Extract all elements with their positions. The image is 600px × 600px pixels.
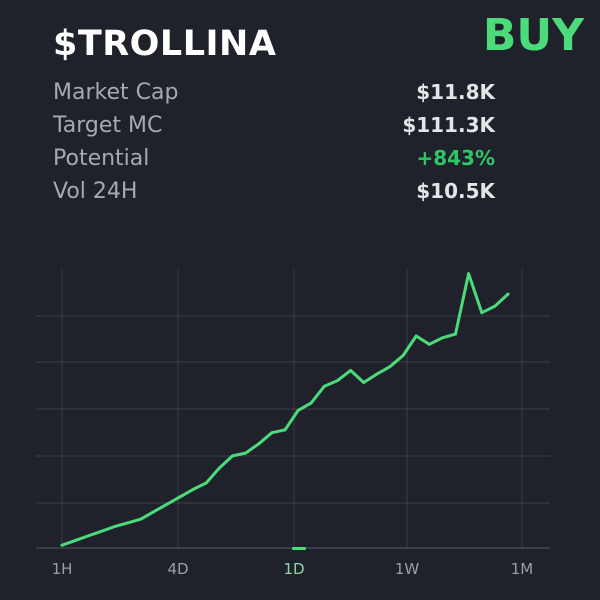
stat-label: Vol 24H [53, 179, 138, 204]
stat-row-potential: Potential +843% [53, 146, 495, 179]
price-point [244, 451, 248, 455]
price-point [427, 342, 431, 346]
price-point [126, 521, 129, 525]
price-point [336, 379, 339, 382]
stat-row-market-cap: Market Cap $11.8K [53, 80, 495, 113]
price-point [204, 481, 208, 485]
price-point [388, 365, 392, 369]
token-symbol: $TROLLINA [53, 24, 277, 64]
price-point [270, 431, 274, 435]
timeframe-1d[interactable]: 1D [283, 560, 304, 578]
price-point [60, 543, 64, 547]
price-point [218, 466, 221, 470]
price-point [454, 332, 457, 336]
price-point [152, 510, 156, 514]
stat-value: $111.3K [402, 113, 495, 137]
price-point [309, 401, 313, 405]
stat-label: Target MC [53, 113, 163, 138]
price-points [60, 272, 510, 547]
stat-label: Market Cap [53, 80, 179, 105]
timeframe-1w[interactable]: 1W [395, 560, 420, 578]
price-point [375, 372, 379, 376]
horizontal-gridlines [36, 315, 550, 504]
price-point [349, 369, 352, 372]
price-point [73, 539, 77, 542]
active-timeframe-marker [292, 547, 306, 550]
price-point [296, 409, 300, 412]
price-chart-svg: 1H 4D 1D 1W 1M [36, 269, 550, 578]
price-point [401, 354, 405, 357]
price-point [86, 534, 90, 538]
stat-value: $11.8K [416, 80, 495, 104]
price-point [178, 495, 182, 499]
timeframe-1m[interactable]: 1M [511, 560, 534, 578]
buy-button[interactable]: BUY [482, 10, 584, 61]
price-point [283, 428, 287, 432]
timeframe-1h[interactable]: 1H [52, 560, 73, 578]
stat-row-target-mc: Target MC $111.3K [53, 113, 495, 146]
vertical-gridlines [61, 269, 523, 548]
stats-list: Market Cap $11.8K Target MC $111.3K Pote… [53, 80, 495, 212]
price-point [480, 311, 484, 315]
price-point [506, 292, 510, 296]
stat-row-vol-24h: Vol 24H $10.5K [53, 179, 495, 212]
price-point [100, 529, 103, 533]
price-point [362, 381, 366, 384]
price-point [139, 517, 143, 521]
price-point [414, 334, 418, 338]
timeframe-4d[interactable]: 4D [167, 560, 188, 578]
price-point [113, 525, 116, 528]
timeframe-labels: 1H 4D 1D 1W 1M [52, 560, 534, 578]
price-point [257, 442, 261, 446]
price-point [493, 304, 497, 308]
price-point [231, 454, 234, 458]
price-point [467, 272, 470, 276]
stat-value: $10.5K [416, 179, 495, 203]
price-point [323, 384, 326, 388]
price-point [165, 502, 169, 506]
price-point [441, 336, 444, 340]
price-chart: 1H 4D 1D 1W 1M [0, 255, 600, 600]
price-point [191, 488, 195, 491]
stat-value: +843% [416, 146, 495, 170]
stat-label: Potential [53, 146, 150, 171]
